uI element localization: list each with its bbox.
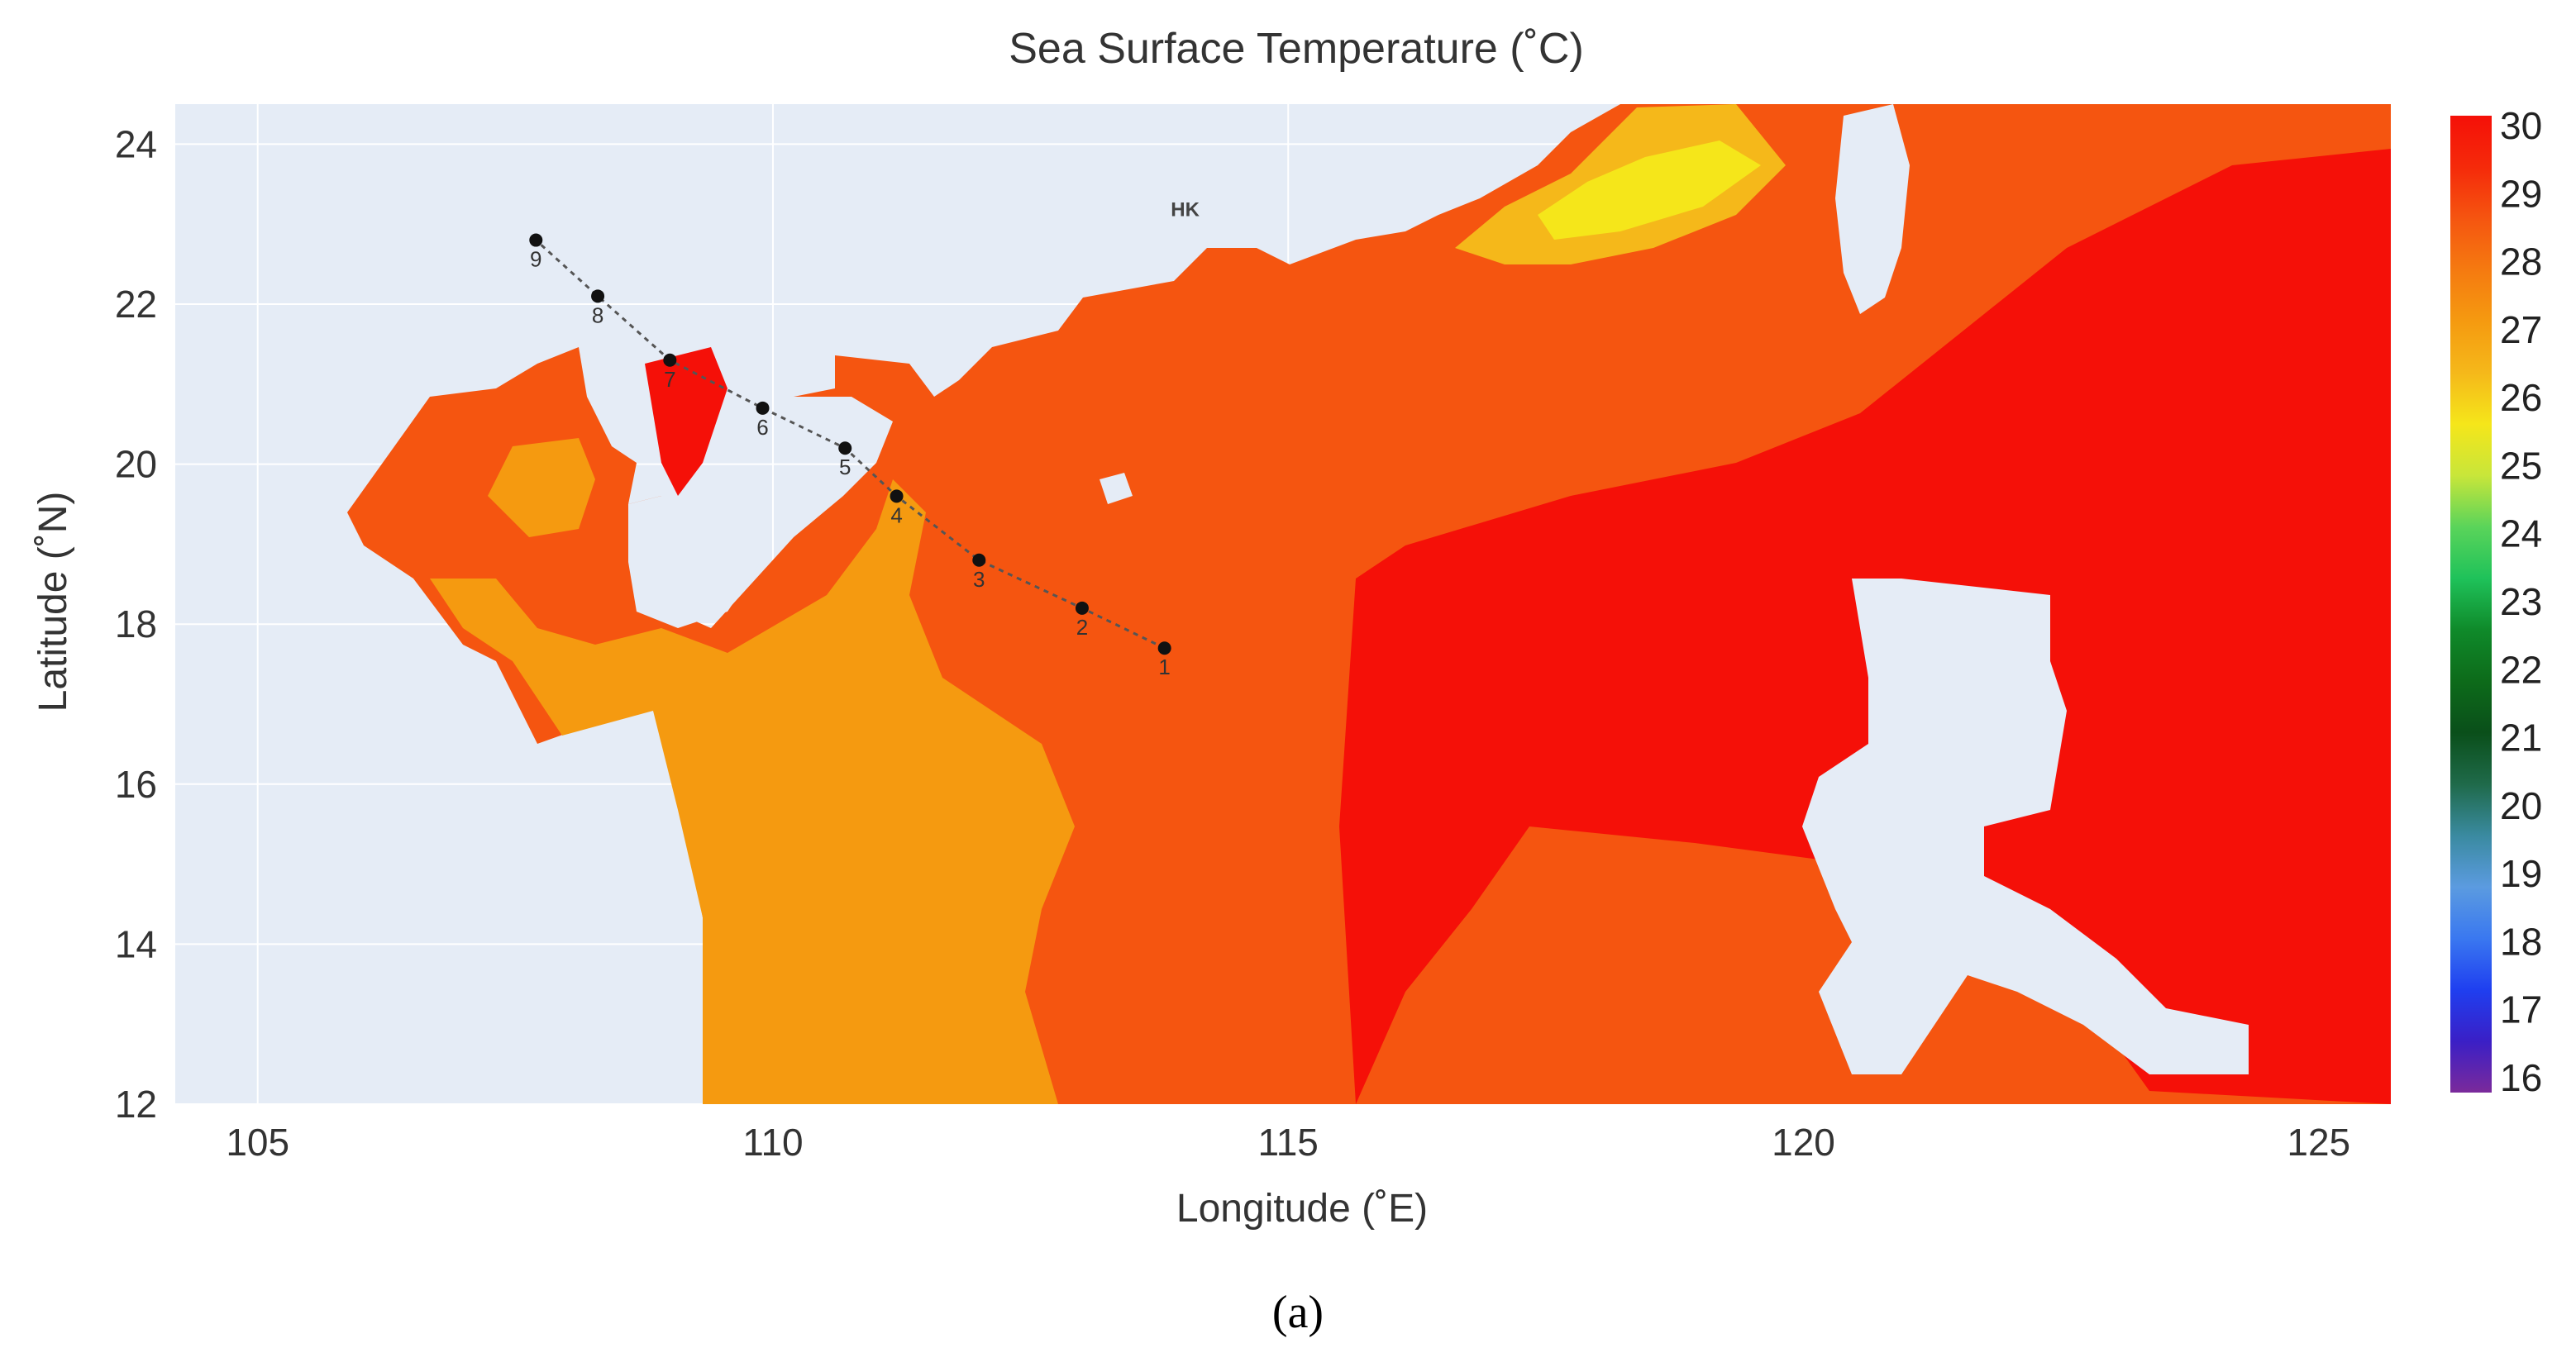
x-tick-label-3: 120 [1772, 1121, 1835, 1164]
station-marker-7 [663, 353, 677, 367]
station-marker-9 [529, 233, 543, 247]
cool-band [430, 479, 1075, 1104]
station-label-6: 6 [756, 415, 768, 440]
stations: 1 2 3 4 5 6 7 8 9 [529, 233, 1171, 679]
station-label-3: 3 [973, 567, 985, 592]
colorbar-tick-label-0: 30 [2500, 104, 2542, 147]
y-tick-label-2: 16 [115, 763, 157, 806]
warm-patch-tonkin [645, 347, 727, 496]
colorbar-tick-label-3: 27 [2500, 308, 2542, 351]
y-axis-title: Latitude (˚N) [31, 492, 75, 712]
annotations: HK [1171, 199, 1200, 221]
colorbar-gradient [2450, 116, 2492, 1093]
colorbar-tick-label-7: 23 [2500, 580, 2542, 623]
colorbar-tick-label-4: 26 [2500, 376, 2542, 419]
colorbar-tick-label-2: 28 [2500, 240, 2542, 283]
sst-field [347, 104, 2391, 1104]
x-tick-label-4: 125 [2287, 1121, 2350, 1164]
station-marker-3 [972, 553, 986, 567]
y-axis-ticks: 12 14 16 18 20 22 24 [115, 122, 157, 1126]
colorbar-tick-label-13: 17 [2500, 988, 2542, 1031]
station-marker-4 [890, 489, 904, 503]
station-marker-8 [591, 289, 605, 303]
x-axis-title: Longitude (˚E) [1176, 1187, 1428, 1231]
colorbar-tick-label-5: 25 [2500, 444, 2542, 487]
land-philippines [1802, 579, 2249, 1074]
colorbar-tick-label-9: 21 [2500, 717, 2542, 760]
station-label-1: 1 [1158, 655, 1170, 679]
colorbar [2450, 116, 2492, 1093]
station-label-4: 4 [890, 502, 902, 527]
y-tick-label-5: 22 [115, 283, 157, 326]
station-label-5: 5 [839, 455, 851, 479]
y-tick-label-1: 14 [115, 922, 157, 965]
colorbar-tick-label-10: 20 [2500, 784, 2542, 827]
land-taiwan [1835, 104, 1910, 314]
colorbar-tick-label-14: 16 [2500, 1056, 2542, 1099]
colorbar-tick-label-1: 29 [2500, 172, 2542, 215]
colorbar-tick-label-12: 18 [2500, 920, 2542, 963]
coastal-yellow-bright [1538, 140, 1761, 240]
station-label-7: 7 [664, 367, 675, 392]
cool-patch-gulf [488, 438, 595, 537]
y-tick-label-3: 18 [115, 602, 157, 645]
panel-caption: (a) [1272, 1287, 1324, 1338]
y-tick-label-6: 24 [115, 122, 157, 165]
station-label-9: 9 [530, 247, 541, 272]
land-hainan [628, 496, 761, 628]
station-marker-5 [838, 441, 852, 455]
x-tick-label-0: 105 [226, 1121, 289, 1164]
x-tick-label-2: 115 [1258, 1121, 1319, 1164]
station-marker-1 [1157, 641, 1171, 655]
station-label-2: 2 [1076, 615, 1088, 640]
colorbar-tick-label-8: 22 [2500, 648, 2542, 691]
land-island-small [1100, 473, 1133, 504]
annotation-label-0: HK [1171, 199, 1200, 221]
station-label-8: 8 [592, 302, 603, 327]
x-tick-label-1: 110 [742, 1121, 803, 1164]
colorbar-ticks: 30 29 28 27 26 25 24 23 22 21 20 19 18 17 16 [2500, 104, 2542, 1099]
station-marker-2 [1075, 601, 1089, 615]
colorbar-tick-label-11: 19 [2500, 852, 2542, 895]
colorbar-tick-label-6: 24 [2500, 512, 2542, 555]
station-marker-6 [756, 401, 770, 415]
x-axis-ticks: 105 110 115 120 125 [226, 1121, 2350, 1164]
chart-title: Sea Surface Temperature (˚C) [1009, 25, 1584, 73]
y-tick-label-0: 12 [115, 1083, 157, 1126]
y-tick-label-4: 20 [115, 443, 157, 486]
